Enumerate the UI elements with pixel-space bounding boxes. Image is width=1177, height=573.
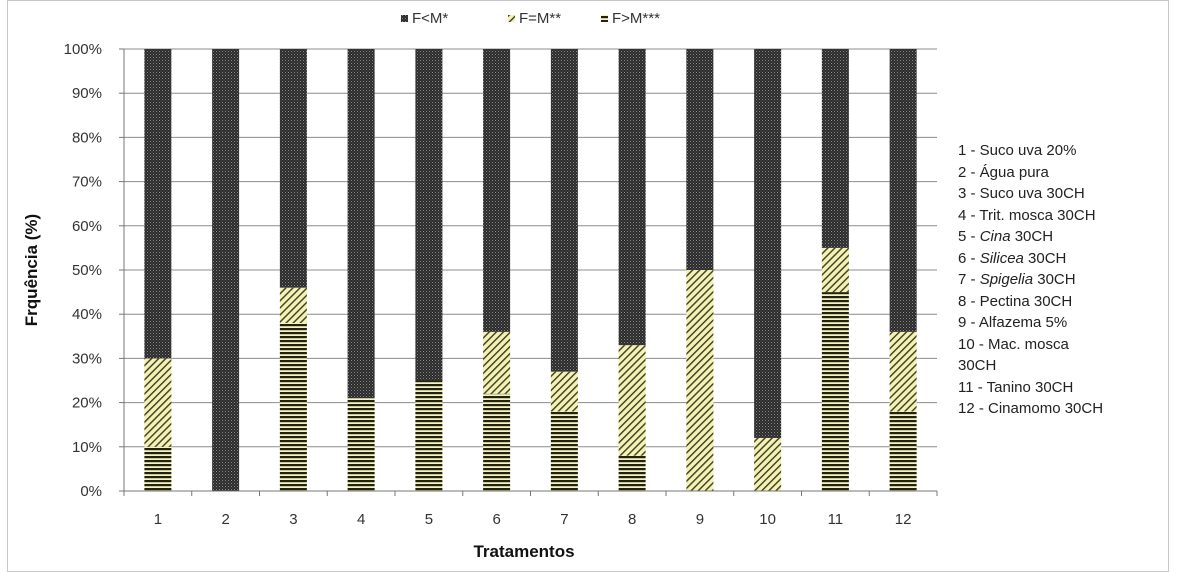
treatment-key-item: 2 - Água pura xyxy=(958,163,1049,181)
bar-FM-11 xyxy=(821,49,849,248)
bar-FM-12 xyxy=(889,331,917,412)
legend-swatch xyxy=(508,15,515,22)
treatment-key-item: 12 - Cinamomo 30CH xyxy=(958,400,1104,417)
bar-FM-12 xyxy=(889,411,917,491)
treatment-key-item: 4 - Trit. mosca 30CH xyxy=(958,206,1096,224)
key-suffix: 30CH xyxy=(1010,228,1054,245)
bar-FM-3 xyxy=(279,323,307,491)
bar-FM-9 xyxy=(686,270,714,491)
y-tick-label: 80% xyxy=(72,129,102,146)
x-tick-label: 5 xyxy=(425,511,433,528)
bar-FM-10 xyxy=(754,49,782,438)
treatment-key-item: 8 - Pectina 30CH xyxy=(958,292,1073,310)
y-tick-label: 10% xyxy=(72,439,102,456)
x-tick-label: 6 xyxy=(492,511,500,528)
key-italic-name: Silicea xyxy=(979,249,1024,267)
x-tick-label: 2 xyxy=(221,511,229,528)
x-tick-label: 4 xyxy=(357,511,365,528)
x-tick-label: 3 xyxy=(289,511,297,528)
y-tick-label: 50% xyxy=(72,262,102,279)
y-tick-label: 0% xyxy=(80,483,102,500)
x-tick-label: 12 xyxy=(895,511,912,528)
y-tick-label: 30% xyxy=(72,350,102,367)
treatment-key-item: 7 - Spigelia 30CH xyxy=(958,269,1103,291)
y-tick-label: 100% xyxy=(64,41,102,58)
y-tick-label: 70% xyxy=(72,174,102,191)
bar-FM-4 xyxy=(347,49,375,399)
key-suffix: 30CH xyxy=(1033,271,1076,288)
bar-FM-7 xyxy=(550,411,578,491)
bar-FM-3 xyxy=(279,49,307,288)
x-tick-label: 11 xyxy=(828,511,844,528)
x-tick-label: 10 xyxy=(759,511,776,528)
bar-FM-4 xyxy=(347,398,375,491)
bar-FM-5 xyxy=(415,49,443,381)
bar-FM-11 xyxy=(821,292,849,491)
y-tick-label: 60% xyxy=(72,218,102,235)
key-italic-name: Cina xyxy=(979,228,1011,245)
legend: F<M* F=M** F>M*** xyxy=(401,10,660,27)
bar-FM-6 xyxy=(483,331,511,394)
legend-label: F=M** xyxy=(519,10,561,27)
key-italic-name: Spigelia xyxy=(979,271,1034,288)
bar-FM-10 xyxy=(754,437,782,491)
bar-FM-5 xyxy=(415,380,443,491)
bar-FM-6 xyxy=(483,49,511,332)
treatment-key: 1 - Suco uva 20% 2 - Água pura 3 - Suco uv… xyxy=(958,140,1103,420)
bar-FM-12 xyxy=(889,49,917,332)
legend-label: F>M*** xyxy=(612,10,660,27)
x-tick-label: 9 xyxy=(696,511,704,528)
treatment-key-item: 1 - Suco uva 20% xyxy=(958,142,1077,159)
chart-frame xyxy=(7,0,1169,572)
bar-FM-1 xyxy=(144,446,172,491)
legend-swatch xyxy=(601,15,608,22)
bar-FM-7 xyxy=(550,49,578,372)
treatment-key-item: 9 - Alfazema 5% xyxy=(958,314,1068,331)
bar-FM-2 xyxy=(212,49,240,491)
y-tick-label: 20% xyxy=(72,395,102,412)
bar-FM-9 xyxy=(686,49,714,270)
key-suffix: 30CH xyxy=(1023,249,1067,267)
treatment-key-item: 10 - Mac. mosca 30CH xyxy=(958,335,1069,375)
y-tick-label: 40% xyxy=(72,306,102,323)
bar-FM-6 xyxy=(483,393,511,491)
legend-label: F<M* xyxy=(412,10,448,27)
y-axis-label: Frquência (%) xyxy=(22,214,41,326)
key-prefix: 7 - xyxy=(958,271,980,288)
x-tick-label: 8 xyxy=(628,511,636,528)
x-tick-label: 7 xyxy=(560,511,568,528)
bars xyxy=(144,49,917,491)
bar-FM-1 xyxy=(144,358,172,447)
treatment-key-item: 6 - Silicea 30CH xyxy=(958,248,1103,270)
gridlines xyxy=(124,48,937,448)
bar-FM-11 xyxy=(821,247,849,293)
treatment-key-item: 11 - Tanino 30CH xyxy=(958,378,1074,396)
y-tick-label: 90% xyxy=(72,85,102,102)
bar-FM-8 xyxy=(618,455,646,491)
bar-FM-8 xyxy=(618,345,646,456)
x-axis-label: Tratamentos xyxy=(473,542,574,561)
bar-FM-8 xyxy=(618,49,646,346)
treatment-key-item: 5 - Cina 30CH xyxy=(958,226,1103,248)
axes: 0%10%20%30%40%50%60%70%80%90%100%1 2 3 4 5 6 7… xyxy=(64,41,938,528)
key-prefix: 6 - xyxy=(958,249,980,267)
bar-FM-3 xyxy=(279,287,307,324)
legend-swatch xyxy=(401,15,408,22)
bar-FM-7 xyxy=(550,371,578,412)
bar-FM-1 xyxy=(144,49,172,359)
treatment-key-item: 3 - Suco uva 30CH xyxy=(958,185,1085,202)
x-tick-label: 1 xyxy=(154,511,162,528)
key-prefix: 5 - xyxy=(958,228,980,245)
